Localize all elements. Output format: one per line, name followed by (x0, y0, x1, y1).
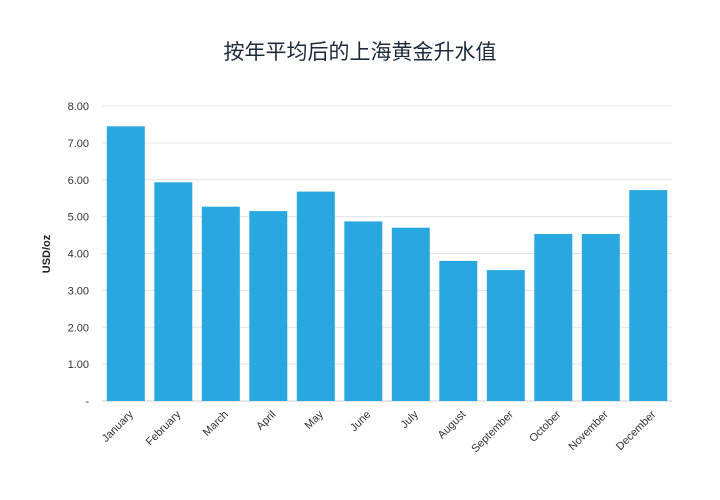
y-tick-label: 3.00 (68, 285, 89, 297)
grid-lines (102, 105, 672, 402)
bar-october (534, 234, 573, 401)
bar-april (249, 211, 288, 401)
x-tick-label: June (348, 409, 373, 434)
x-tick-label: February (144, 408, 184, 448)
bars (106, 126, 668, 402)
bar-may (296, 191, 335, 401)
y-tick-label: 2.00 (68, 322, 89, 334)
x-tick-label: September (469, 408, 516, 455)
x-tick-label: March (201, 409, 231, 439)
bar-november (581, 234, 620, 401)
x-tick-label: May (303, 408, 327, 432)
y-axis-ticks: - 1.00 2.00 3.00 4.00 5.00 6.00 7.00 8.00 (68, 101, 90, 408)
bar-august (439, 260, 478, 401)
y-tick-label: 8.00 (68, 101, 89, 113)
x-tick-label: April (254, 409, 278, 433)
x-axis-ticks: January February March April May June July Augu… (100, 408, 659, 455)
y-tick-label: 6.00 (68, 175, 89, 187)
bar-june (344, 221, 383, 401)
x-tick-label: December (614, 408, 659, 453)
y-axis-label: USD/oz (41, 234, 53, 273)
bar-september (486, 270, 525, 401)
bar-january (106, 126, 145, 402)
x-tick-label: January (100, 408, 137, 445)
y-tick-label: 1.00 (68, 359, 89, 371)
x-tick-label: November (567, 408, 612, 453)
chart-title: 按年平均后的上海黄金升水值 (223, 40, 497, 64)
y-tick-label: 5.00 (68, 212, 89, 224)
bar-march (201, 206, 240, 401)
bar-december (629, 190, 668, 401)
y-tick-label: 4.00 (68, 249, 89, 261)
x-tick-label: July (399, 408, 422, 431)
y-tick-label: - (85, 396, 89, 408)
bar-july (391, 227, 430, 401)
bar-february (154, 182, 193, 401)
x-tick-label: August (436, 409, 469, 442)
y-tick-label: 7.00 (68, 138, 89, 150)
x-tick-label: October (527, 408, 563, 444)
